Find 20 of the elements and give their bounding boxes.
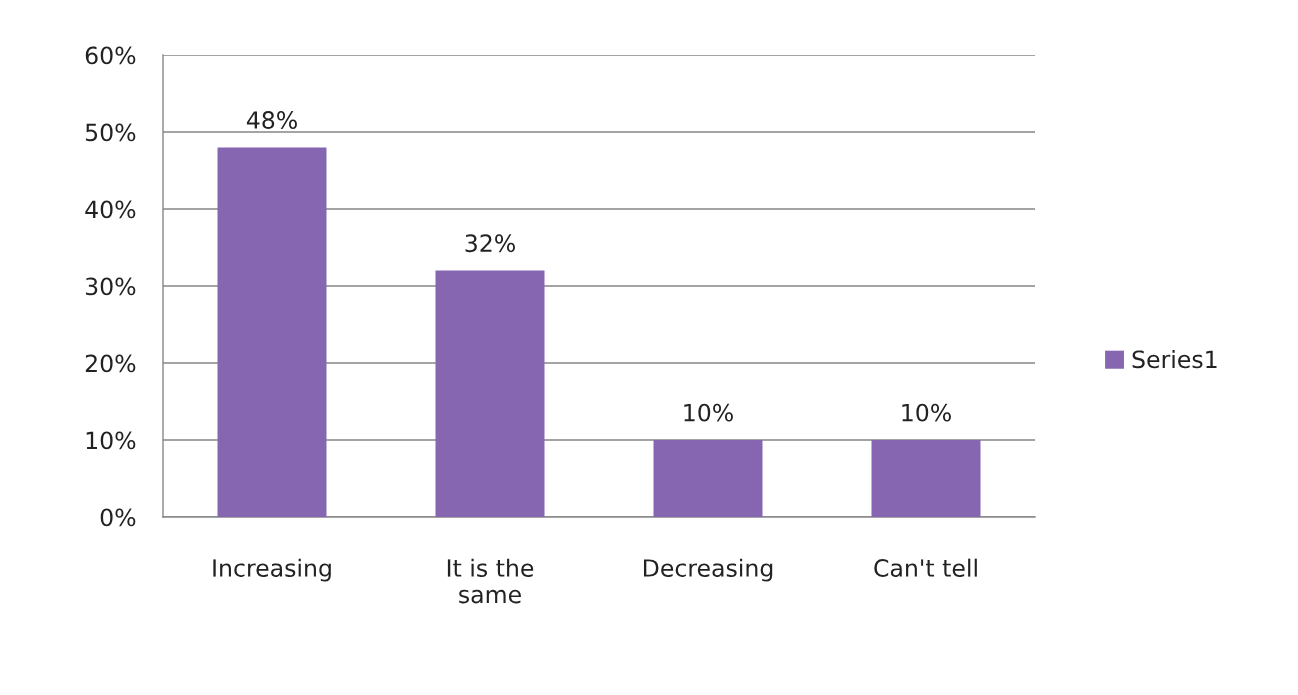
data-label: 10% [684,403,733,422]
legend-label: Series1 [1132,349,1217,369]
bar [217,147,327,517]
y-tick-label: 30% [85,277,136,296]
y-tick-label: 60% [85,46,136,65]
y-tick-label: 10% [86,431,136,450]
data-label: 32% [465,234,515,253]
x-tick-label: It is the same [447,558,534,604]
data-label: 48% [246,111,297,129]
y-tick-label: 50% [85,123,136,142]
bar [435,270,545,517]
y-tick-label: 0% [100,508,136,527]
y-tick-label: 40% [85,200,136,219]
bar [871,440,981,517]
y-tick-label: 20% [85,354,136,373]
data-label: 10% [902,403,951,422]
x-tick-label: Can't tell [874,558,977,577]
x-tick-label: Increasing [213,558,331,582]
x-tick-label: Decreasing [643,558,773,582]
bar [653,440,763,517]
